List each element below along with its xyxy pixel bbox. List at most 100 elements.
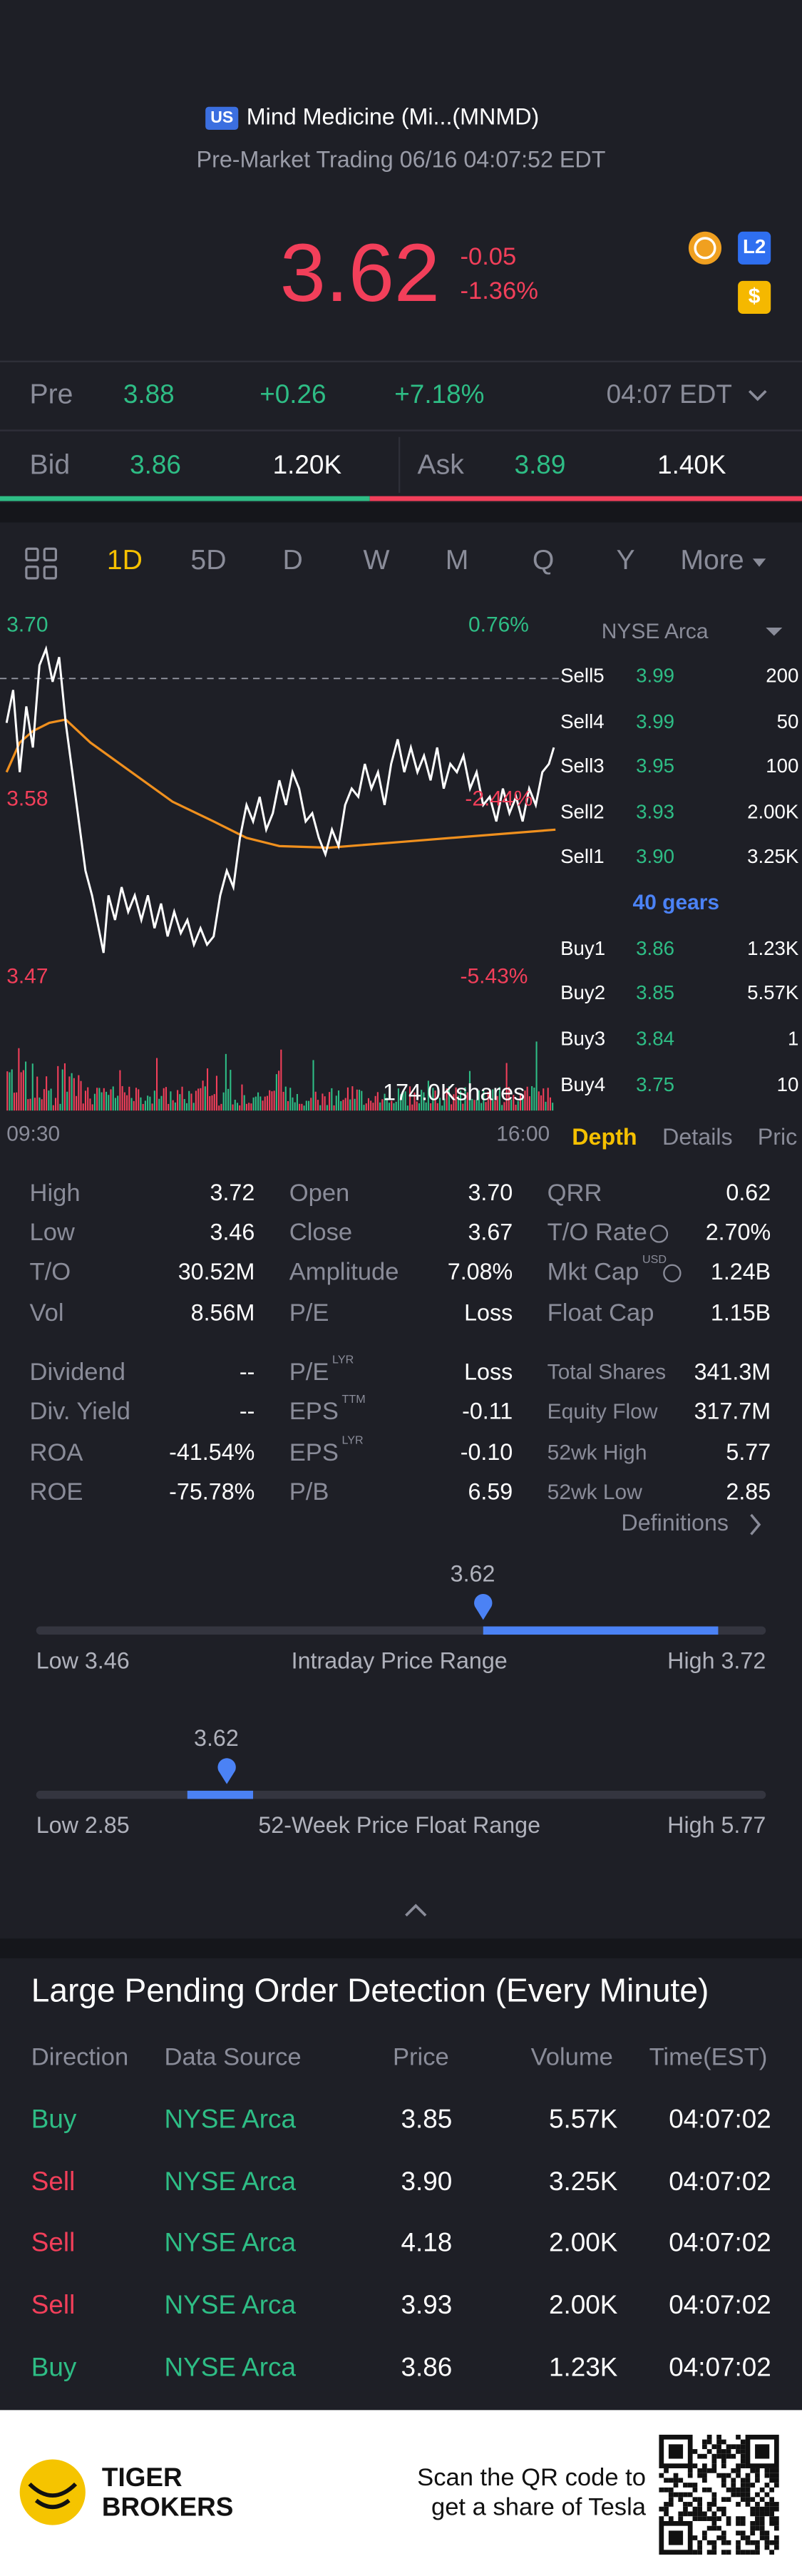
volume-bar (485, 1102, 487, 1111)
period-tab[interactable]: 1D (107, 545, 143, 576)
stat-label: ROE (29, 1478, 83, 1506)
volume-bar (331, 1088, 333, 1111)
volume-bar (209, 1095, 211, 1111)
qr-cell (721, 2449, 726, 2454)
grid-icon[interactable] (25, 547, 57, 580)
volume-bar (391, 1100, 393, 1111)
volume-bar (230, 1070, 232, 1111)
volume-bar (303, 1105, 305, 1111)
qr-cell (755, 2545, 760, 2550)
period-tab[interactable]: Q (533, 545, 554, 576)
qr-cell (726, 2487, 731, 2493)
period-tab[interactable]: More (680, 545, 744, 576)
qr-cell (702, 2463, 707, 2468)
volume-bar (501, 1105, 503, 1111)
price-change: -0.05 (460, 243, 516, 270)
depth-tab[interactable]: Details (662, 1124, 733, 1150)
qr-finder (755, 2444, 770, 2459)
period-tab[interactable]: D (283, 545, 303, 576)
volume-bar (144, 1100, 146, 1111)
depth-size: 200 (766, 664, 798, 686)
volume-bar (153, 1090, 155, 1111)
volume-bar (133, 1100, 135, 1111)
volume-bar (215, 1075, 217, 1111)
volume-bar (108, 1095, 110, 1111)
qr-cell (750, 2506, 756, 2512)
range-marker (474, 1593, 493, 1620)
volume-bar (213, 1094, 215, 1111)
volume-bar (190, 1093, 192, 1111)
volume-bar (140, 1097, 142, 1111)
definitions-link[interactable]: Definitions (621, 1510, 729, 1535)
qr-cell (706, 2468, 712, 2473)
volume-bar (29, 1098, 31, 1111)
qr-cell (764, 2506, 770, 2512)
qr-cell (755, 2502, 760, 2507)
qr-cell (740, 2483, 746, 2488)
pre-change: +0.26 (259, 379, 326, 409)
more-caret[interactable] (752, 558, 766, 567)
volume-bar (284, 1086, 287, 1111)
pre-time: 04:07 EDT (607, 379, 732, 409)
qr-cell (702, 2535, 707, 2540)
qr-cell (764, 2468, 770, 2473)
volume-bar (543, 1088, 545, 1111)
volume-bar (494, 1100, 496, 1111)
qr-cell (726, 2516, 731, 2521)
period-tab[interactable]: Y (616, 545, 634, 576)
period-tab[interactable]: M (446, 545, 469, 576)
info-icon (649, 1225, 669, 1243)
stat-value: -0.10 (461, 1439, 513, 1465)
volume-bar (468, 1070, 471, 1111)
collapse-caret[interactable] (405, 1903, 427, 1917)
volume-bar (245, 1103, 247, 1111)
depth-tab[interactable]: Pric (758, 1124, 798, 1150)
qr-cell (773, 2545, 779, 2550)
volume-bar (202, 1080, 204, 1111)
depth-tab[interactable]: Depth (572, 1124, 637, 1150)
qr-cell (706, 2434, 712, 2440)
market-badge-bg (205, 106, 239, 130)
qr-cell (702, 2516, 707, 2521)
qr-cell (769, 2487, 774, 2493)
volume-bar (314, 1091, 317, 1111)
stat-label: T/O Rate (547, 1219, 647, 1246)
volume-bar (243, 1095, 245, 1111)
stat-label: Low (29, 1219, 75, 1246)
qr-cell (773, 2516, 779, 2521)
qr-cell (736, 2473, 741, 2478)
period-tab[interactable]: 5D (190, 545, 226, 576)
chevron-right[interactable] (750, 1513, 761, 1535)
exchange-caret[interactable] (766, 627, 783, 636)
depth-size: 2.00K (747, 801, 799, 823)
qr-cell (692, 2511, 698, 2517)
period-tab[interactable]: W (363, 545, 389, 576)
qr-finder (668, 2530, 684, 2545)
orders-cell: 5.57K (549, 2105, 618, 2134)
qr-cell (731, 2453, 736, 2459)
qr-cell (736, 2487, 741, 2493)
depth-label: Sell1 (560, 845, 604, 867)
qr-cell (736, 2492, 741, 2498)
volume-bar (91, 1104, 93, 1111)
volume-bar (211, 1095, 213, 1111)
stat-label: Mkt Cap (547, 1258, 639, 1285)
volume-bar (22, 1070, 24, 1111)
price-change-pct: -1.36% (460, 277, 538, 305)
volume-bar (329, 1092, 331, 1111)
range-fill (187, 1790, 254, 1799)
volume-bar (349, 1099, 351, 1111)
qr-cell (740, 2458, 746, 2464)
volume-bar (344, 1098, 346, 1111)
qr-cell (659, 2516, 664, 2521)
volume-bar (489, 1090, 492, 1111)
volume-bar (538, 1091, 540, 1111)
chevron-down[interactable] (748, 389, 767, 402)
stat-value: 5.77 (726, 1439, 771, 1465)
stat-value: Loss (464, 1299, 513, 1325)
qr-cell (759, 2487, 765, 2493)
volume-bar (443, 1098, 446, 1111)
volume-bar (236, 1103, 239, 1111)
